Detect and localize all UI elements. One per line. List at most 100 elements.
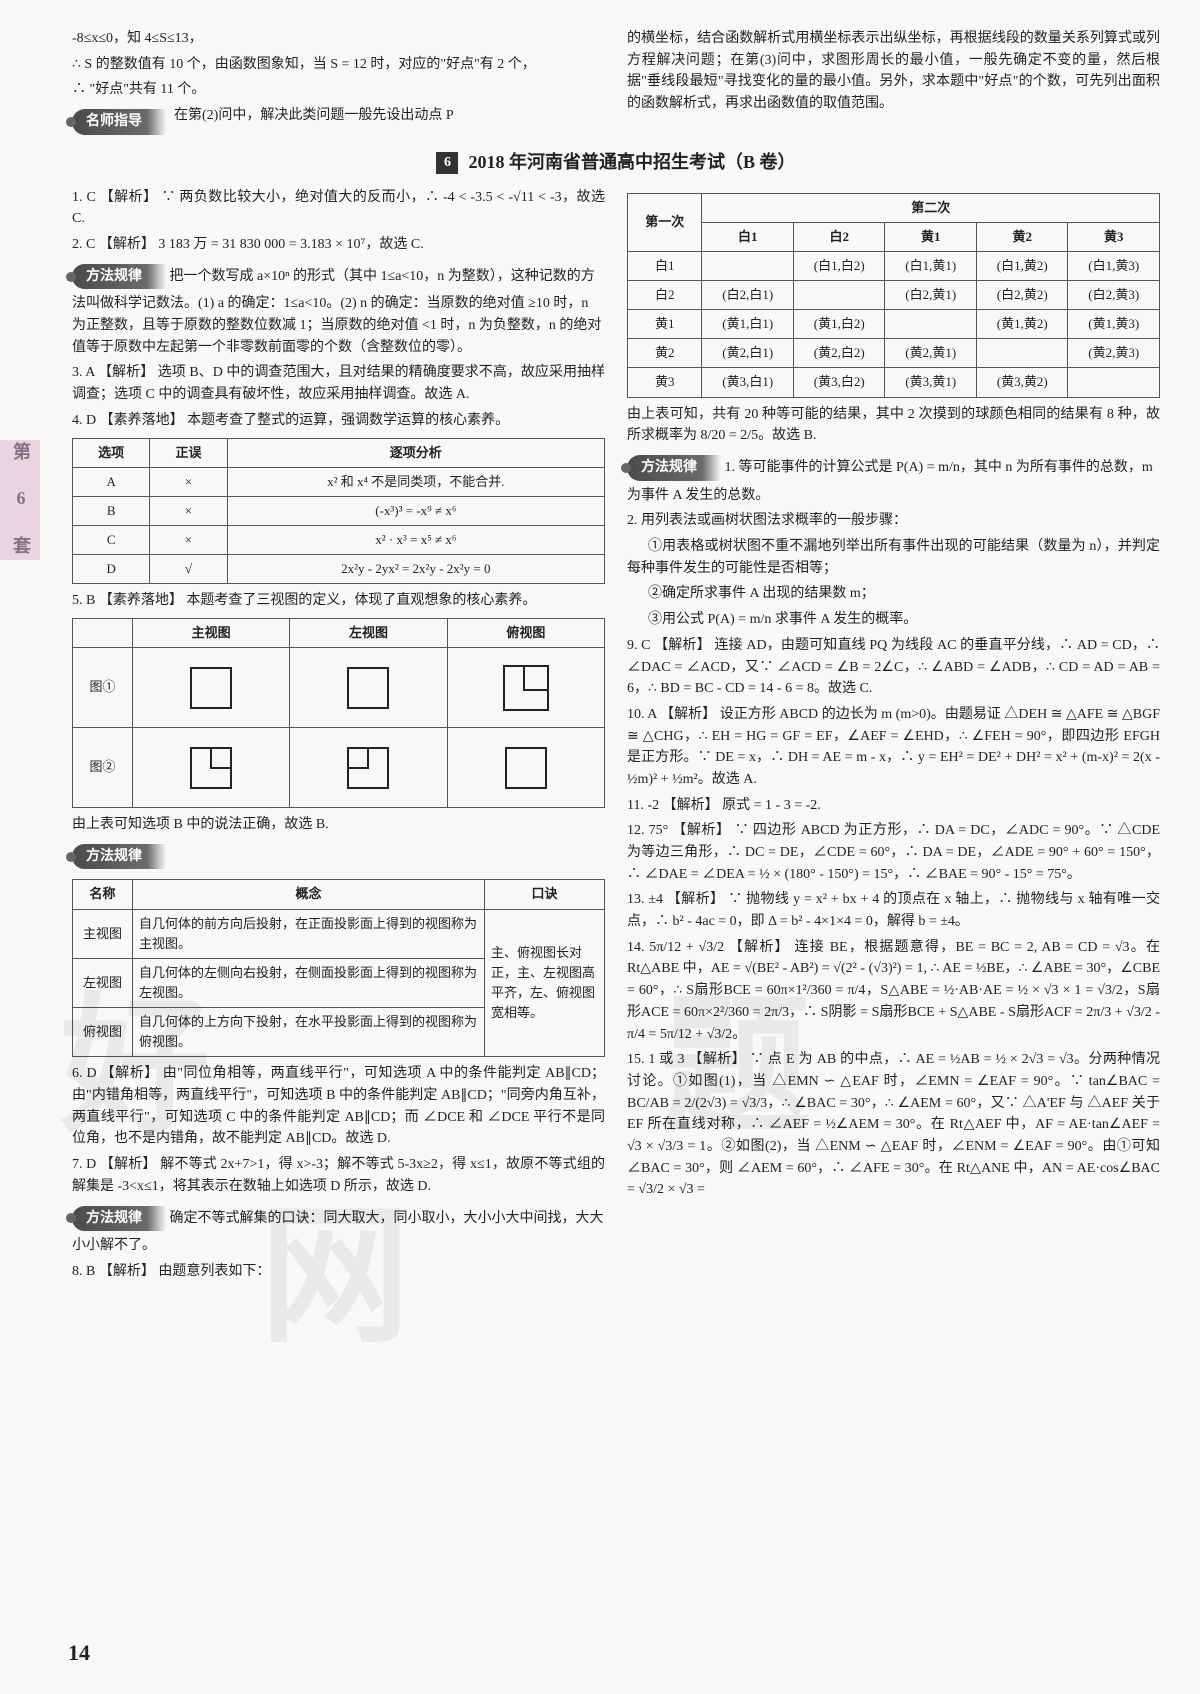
t1-h2: 逐项分析	[227, 438, 604, 467]
t4-h2: 白2	[793, 222, 885, 251]
method4-2: 2. 用列表法或画树状图法求概率的一般步骤：	[627, 510, 1160, 532]
q4: 4. D 【素养落地】 本题考查了整式的运算，强调数学运算的核心素养。	[72, 410, 605, 432]
top-line-2: ∴ S 的整数值有 10 个，由函数图象知，当 S = 12 时，对应的"好点"…	[72, 54, 605, 76]
top-continuation: -8≤x≤0，知 4≤S≤13， ∴ S 的整数值有 10 个，由函数图象知，当…	[72, 28, 1160, 139]
t3-merge: 主、俯视图长对正，主、左视图高平齐，左、俯视图宽相等。	[485, 909, 605, 1057]
t2-h3: 俯视图	[447, 618, 604, 647]
t1-h0: 选项	[73, 438, 150, 467]
t4-r0c5: (白1,黄3)	[1068, 251, 1160, 280]
t4-r4c4: (黄3,黄2)	[976, 368, 1068, 397]
q15: 15. 1 或 3 【解析】 ∵ 点 E 为 AB 的中点，∴ AE = ½AB…	[627, 1049, 1160, 1201]
t4-r1c0: 白2	[628, 281, 702, 310]
t4-r2c2: (黄1,白2)	[793, 310, 885, 339]
t4-r2c3	[885, 310, 977, 339]
right-column: 第一次 第二次 白1 白2 黄1 黄2 黄3 白1 (白1,白2) (白1,黄1…	[627, 187, 1160, 1287]
t4-r1c5: (白2,黄3)	[1068, 281, 1160, 310]
t4-r3c3: (黄2,黄1)	[885, 339, 977, 368]
t3-h2: 口诀	[485, 880, 605, 909]
t4-r3c4	[976, 339, 1068, 368]
t4-r0c1	[702, 251, 794, 280]
t4-r0c3: (白1,黄1)	[885, 251, 977, 280]
t2-h0	[73, 618, 133, 647]
t2-r0-left	[290, 648, 447, 728]
t4-r2c0: 黄1	[628, 310, 702, 339]
t1-r1c1: ×	[150, 496, 227, 525]
teacher-tag: 名师指导	[72, 109, 166, 135]
page-number: 14	[68, 1636, 90, 1670]
top-right-para: 的横坐标，结合函数解析式用横坐标表示出纵坐标，再根据线段的数量关系列算式或列方程…	[627, 28, 1160, 115]
t4-r1c4: (白2,黄2)	[976, 281, 1068, 310]
t1-r2c1: ×	[150, 525, 227, 554]
t4-h4: 黄2	[976, 222, 1068, 251]
t4-r3c2: (黄2,白2)	[793, 339, 885, 368]
side-tab: 第 6 套	[0, 440, 40, 560]
t1-r3c0: D	[73, 555, 150, 584]
t4-r0c2: (白1,白2)	[793, 251, 885, 280]
q2: 2. C 【解析】 3 183 万 = 31 830 000 = 3.183 ×…	[72, 234, 605, 256]
t2-h2: 左视图	[290, 618, 447, 647]
t2-h1: 主视图	[133, 618, 290, 647]
t3-h0: 名称	[73, 880, 133, 909]
method1-tag: 方法规律	[72, 264, 166, 290]
t4-h5: 黄3	[1068, 222, 1160, 251]
q5: 5. B 【素养落地】 本题考查了三视图的定义，体现了直观想象的核心素养。	[72, 590, 605, 612]
q5-after: 由上表可知选项 B 中的说法正确，故选 B.	[72, 814, 605, 836]
t4-r4c0: 黄3	[628, 368, 702, 397]
top-line-1: -8≤x≤0，知 4≤S≤13，	[72, 28, 605, 50]
t4-r2c5: (黄1,黄3)	[1068, 310, 1160, 339]
q14: 14. 5π/12 + √3/2 【解析】 连接 BE，根据题意得，BE = B…	[627, 937, 1160, 1045]
t4-r4c1: (黄3,白1)	[702, 368, 794, 397]
t4-r4c5	[1068, 368, 1160, 397]
t1-r1c0: B	[73, 496, 150, 525]
t3-r0c0: 主视图	[73, 909, 133, 958]
method4-tag: 方法规律	[627, 455, 721, 481]
t3-r2c1: 自几何体的上方向下投射，在水平投影面上得到的视图称为俯视图。	[133, 1008, 485, 1057]
left-column: 1. C 【解析】 ∵ 两负数比较大小，绝对值大的反而小，∴ -4 < -3.5…	[72, 187, 605, 1287]
table4-probability: 第一次 第二次 白1 白2 黄1 黄2 黄3 白1 (白1,白2) (白1,黄1…	[627, 193, 1160, 398]
after-table4: 由上表可知，共有 20 种等可能的结果，其中 2 次摸到的球颜色相同的结果有 8…	[627, 404, 1160, 447]
q12: 12. 75° 【解析】 ∵ 四边形 ABCD 为正方形，∴ DA = DC，∠…	[627, 820, 1160, 885]
table1: 选项 正误 逐项分析 A × x² 和 x⁴ 不是同类项，不能合并. B × (…	[72, 438, 605, 585]
method4-2a: ①用表格或树状图不重不漏地列举出所有事件出现的可能结果（数量为 n），并判定每种…	[627, 536, 1160, 579]
table3-views-def: 名称 概念 口诀 主视图 自几何体的前方向后投射，在正面投影面上得到的视图称为主…	[72, 879, 605, 1057]
top-line-3: ∴ "好点"共有 11 个。	[72, 79, 605, 101]
t3-r1c0: 左视图	[73, 958, 133, 1007]
section-title: 2018 年河南省普通高中招生考试（B 卷）	[468, 149, 795, 177]
q8: 8. B 【解析】 由题意列表如下：	[72, 1261, 605, 1283]
t1-r0c0: A	[73, 467, 150, 496]
method2-tag: 方法规律	[72, 844, 166, 870]
t4-r0c4: (白1,黄2)	[976, 251, 1068, 280]
q6: 6. D 【解析】 由"同位角相等，两直线平行"，可知选项 A 中的条件能判定 …	[72, 1063, 605, 1150]
t3-r0c1: 自几何体的前方向后投射，在正面投影面上得到的视图称为主视图。	[133, 909, 485, 958]
method4-2c: ③用公式 P(A) = m/n 求事件 A 发生的概率。	[627, 609, 1160, 631]
t2-r1-main	[133, 728, 290, 808]
q9: 9. C 【解析】 连接 AD，由题可知直线 PQ 为线段 AC 的垂直平分线，…	[627, 635, 1160, 700]
t4-r2c4: (黄1,黄2)	[976, 310, 1068, 339]
t1-r2c2: x² · x³ = x⁵ ≠ x⁶	[227, 525, 604, 554]
t2-r1-top	[447, 728, 604, 808]
t1-r3c2: 2x²y - 2yx² = 2x²y - 2x²y = 0	[227, 555, 604, 584]
table2-views: 主视图 左视图 俯视图 图① 图②	[72, 618, 605, 808]
t4-r1c3: (白2,黄1)	[885, 281, 977, 310]
t4-r3c0: 黄2	[628, 339, 702, 368]
t1-r3c1: √	[150, 555, 227, 584]
t1-r0c2: x² 和 x⁴ 不是同类项，不能合并.	[227, 467, 604, 496]
t4-r0c0: 白1	[628, 251, 702, 280]
t4-r4c3: (黄3,黄1)	[885, 368, 977, 397]
t4-r3c5: (黄2,黄3)	[1068, 339, 1160, 368]
t4-r1c1: (白2,白1)	[702, 281, 794, 310]
t2-r1-label: 图②	[73, 728, 133, 808]
t1-r1c2: (-x³)³ = -x⁹ ≠ x⁶	[227, 496, 604, 525]
q10: 10. A 【解析】 设正方形 ABCD 的边长为 m (m>0)。由题易证 △…	[627, 704, 1160, 791]
t4-r1c2	[793, 281, 885, 310]
t4-h3: 黄1	[885, 222, 977, 251]
method4-2b: ②确定所求事件 A 出现的结果数 m；	[627, 583, 1160, 605]
main-columns: 1. C 【解析】 ∵ 两负数比较大小，绝对值大的反而小，∴ -4 < -3.5…	[72, 187, 1160, 1287]
t2-r0-label: 图①	[73, 648, 133, 728]
section-num: 6	[436, 152, 458, 174]
t4-h-first: 第一次	[628, 193, 702, 251]
method3-tag: 方法规律	[72, 1206, 166, 1232]
t3-r1c1: 自几何体的左侧向右投射，在侧面投影面上得到的视图称为左视图。	[133, 958, 485, 1007]
t4-h1: 白1	[702, 222, 794, 251]
t1-h1: 正误	[150, 438, 227, 467]
